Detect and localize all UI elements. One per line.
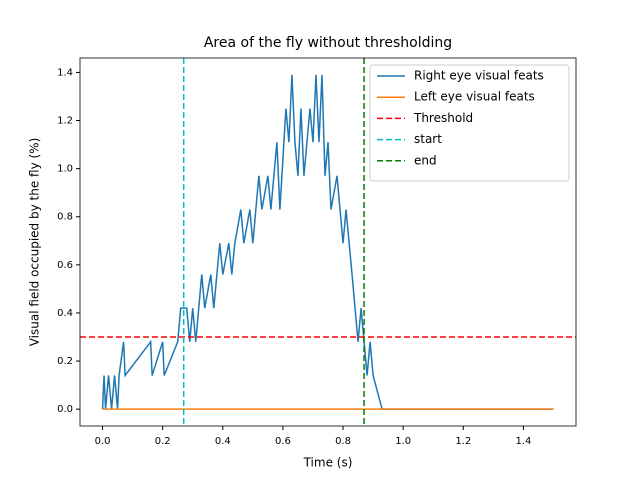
- y-tick-label: 1.2: [57, 116, 73, 127]
- y-tick-label: 1.4: [57, 67, 73, 78]
- legend-label: end: [414, 153, 437, 167]
- legend-label: Right eye visual feats: [414, 69, 544, 83]
- x-tick-label: 1.2: [455, 436, 471, 447]
- y-tick-label: 0.2: [57, 356, 73, 367]
- y-axis-label: Visual field occupied by the fly (%): [28, 138, 42, 347]
- legend-label: Left eye visual feats: [414, 90, 535, 104]
- chart-title: Area of the fly without thresholding: [204, 35, 452, 51]
- y-tick-label: 1.0: [57, 164, 73, 175]
- x-tick-label: 0.8: [335, 436, 351, 447]
- axes-frame: [79, 57, 577, 427]
- x-axis-label: Time (s): [303, 456, 353, 470]
- legend-label: Threshold: [413, 111, 473, 125]
- plot-area: [80, 58, 576, 426]
- legend-label: start: [414, 132, 442, 146]
- series-line: [101, 74, 554, 410]
- x-tick-label: 0.6: [275, 436, 291, 447]
- legend-box: [369, 64, 570, 182]
- y-tick-label: 0.8: [57, 212, 73, 223]
- y-tick-label: 0.4: [57, 308, 73, 319]
- y-tick-label: 0.0: [57, 404, 73, 415]
- x-tick-label: 0.0: [95, 436, 111, 447]
- x-tick-label: 1.0: [395, 436, 411, 447]
- y-tick-label: 0.6: [57, 260, 73, 271]
- x-tick-label: 0.2: [155, 436, 171, 447]
- x-tick-label: 0.4: [215, 436, 231, 447]
- x-tick-label: 1.4: [515, 436, 531, 447]
